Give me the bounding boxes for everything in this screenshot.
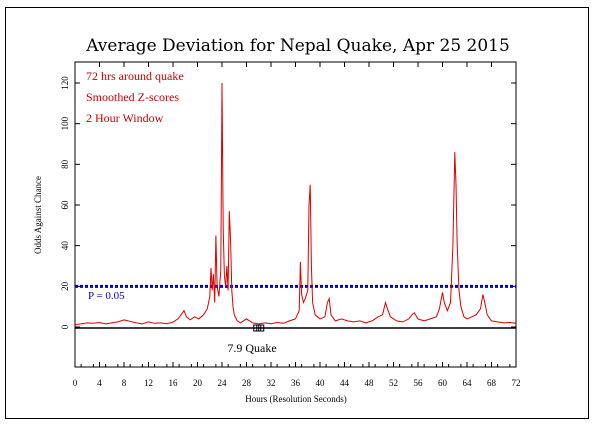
quake-marker (253, 324, 265, 332)
y-tick-label: 0 (60, 324, 70, 329)
x-tick-label: 60 (438, 378, 448, 388)
y-tick-label: 40 (60, 241, 70, 251)
x-tick-label: 68 (487, 378, 497, 388)
y-axis: 0 20 40 60 80 100 120 (60, 76, 516, 329)
x-tick-label: 12 (144, 378, 153, 388)
x-tick-label: 20 (193, 378, 203, 388)
x-tick-label: 0 (73, 378, 78, 388)
y-tick-label: 20 (60, 281, 70, 291)
threshold-label: P = 0.05 (88, 290, 125, 302)
x-tick-label: 48 (365, 378, 375, 388)
chart-title: Average Deviation for Nepal Quake, Apr 2… (85, 36, 510, 56)
x-tick-label: 64 (463, 378, 473, 388)
x-tick-label: 36 (291, 378, 301, 388)
x-tick-label: 44 (340, 378, 350, 388)
y-tick-label: 100 (60, 116, 70, 130)
quake-label: 7.9 Quake (227, 341, 276, 355)
x-tick-label: 8 (122, 378, 127, 388)
chart-frame (5, 7, 589, 419)
y-tick-label: 80 (60, 159, 70, 169)
x-axis-label: Hours (Resolution Seconds) (245, 394, 347, 404)
x-axis: 0 4 8 12 16 20 24 28 32 36 40 44 48 52 56 60 64 68 72 (73, 62, 521, 388)
y-tick-label: 60 (60, 200, 70, 210)
x-tick-label: 52 (389, 378, 398, 388)
x-tick-label: 24 (218, 378, 228, 388)
annotation-3: 2 Hour Window (86, 111, 164, 125)
annotation-2: Smoothed Z-scores (86, 90, 179, 104)
x-tick-label: 72 (512, 378, 521, 388)
y-tick-label: 120 (60, 76, 70, 90)
x-tick-label: 32 (267, 378, 276, 388)
series-line (74, 82, 517, 326)
annotation-1: 72 hrs around quake (86, 69, 184, 83)
y-axis-label: Odds Against Chance (33, 176, 43, 254)
x-tick-label: 28 (242, 378, 252, 388)
x-tick-label: 56 (414, 378, 424, 388)
x-tick-label: 16 (169, 378, 179, 388)
x-tick-label: 40 (316, 378, 326, 388)
plot-area (74, 61, 517, 368)
x-tick-label: 4 (97, 378, 102, 388)
